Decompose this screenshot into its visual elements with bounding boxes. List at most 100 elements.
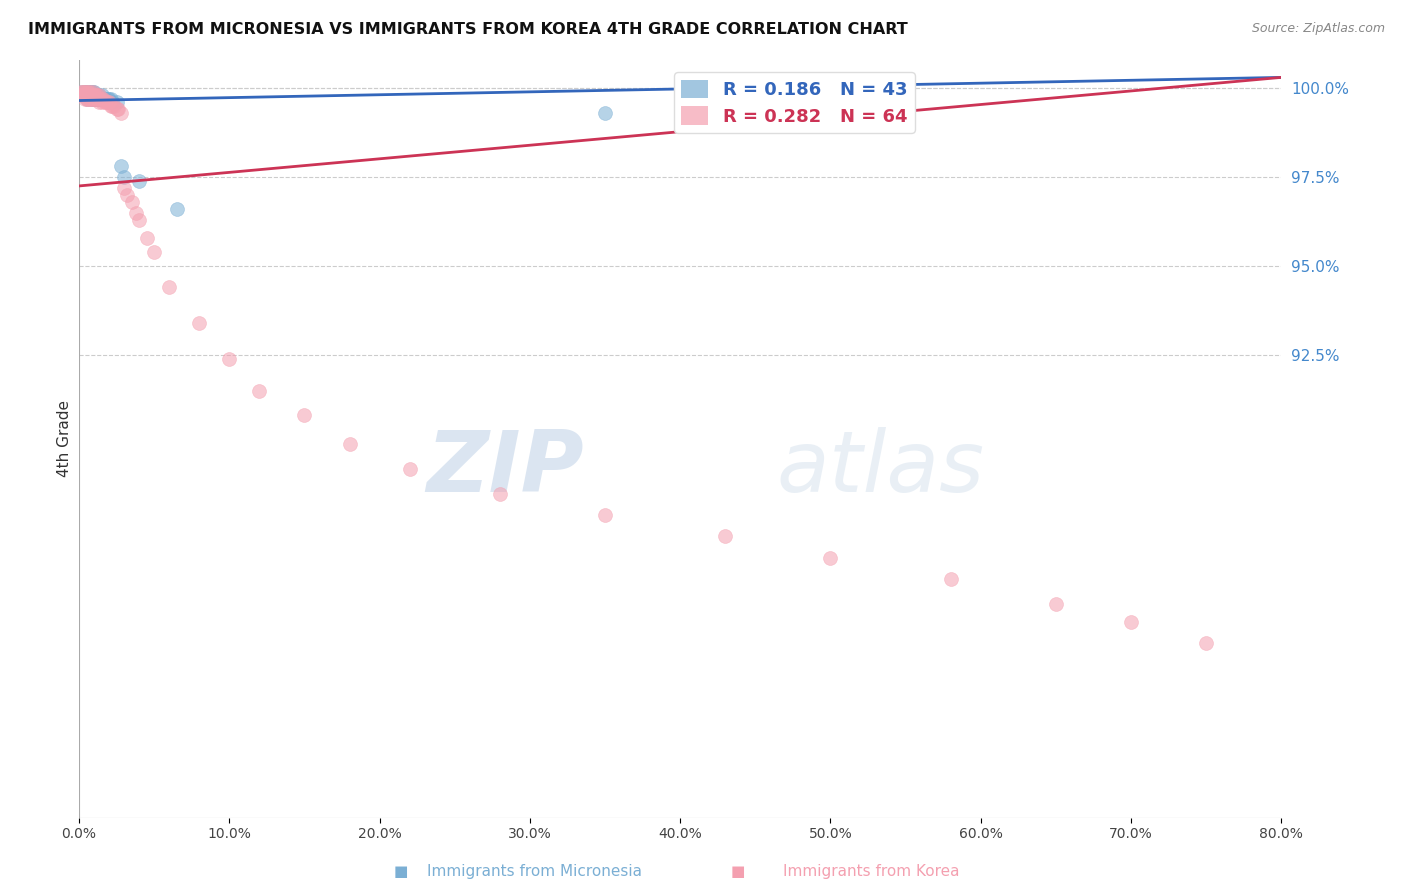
Point: [105, 95, 128, 110]
Point: [89, 92, 111, 106]
Point: [82, 85, 104, 99]
Point: [79, 88, 101, 103]
Point: [97, 92, 120, 106]
Text: IMMIGRANTS FROM MICRONESIA VS IMMIGRANTS FROM KOREA 4TH GRADE CORRELATION CHART: IMMIGRANTS FROM MICRONESIA VS IMMIGRANTS…: [28, 22, 908, 37]
Point: [77, 88, 100, 103]
Point: [143, 244, 166, 259]
Point: [70, 85, 93, 99]
Point: [101, 99, 124, 113]
Text: Immigrants from Korea: Immigrants from Korea: [783, 864, 960, 879]
Point: [72, 85, 94, 99]
Point: [488, 487, 510, 501]
Point: [80, 92, 103, 106]
Point: [103, 99, 125, 113]
Point: [97, 95, 120, 110]
Point: [939, 572, 962, 586]
Point: [76, 88, 98, 103]
Point: [76, 88, 98, 103]
Point: [86, 88, 108, 103]
Point: [82, 88, 104, 103]
Point: [339, 437, 361, 451]
Point: [1119, 615, 1142, 629]
Point: [96, 92, 118, 106]
Point: [87, 88, 110, 103]
Point: [80, 85, 103, 99]
Point: [820, 550, 842, 565]
Point: [83, 92, 105, 106]
Point: [82, 92, 104, 106]
Point: [90, 92, 112, 106]
Point: [75, 92, 97, 106]
Point: [75, 85, 97, 99]
Point: [294, 409, 316, 423]
Text: ■: ■: [394, 864, 408, 879]
Point: [83, 88, 105, 103]
Point: [96, 95, 118, 110]
Y-axis label: 4th Grade: 4th Grade: [58, 401, 72, 477]
Text: atlas: atlas: [776, 427, 984, 510]
Point: [72, 85, 94, 99]
Point: [86, 92, 108, 106]
Point: [75, 85, 97, 99]
Point: [90, 92, 112, 106]
Point: [77, 92, 100, 106]
Point: [90, 95, 112, 110]
Text: ■: ■: [731, 864, 745, 879]
Point: [89, 92, 111, 106]
Legend: R = 0.186   N = 43, R = 0.282   N = 64: R = 0.186 N = 43, R = 0.282 N = 64: [673, 72, 914, 133]
Point: [166, 202, 188, 216]
Point: [86, 88, 108, 103]
Point: [125, 205, 148, 219]
Point: [76, 92, 98, 106]
Point: [100, 92, 122, 106]
Point: [70, 88, 93, 103]
Point: [76, 85, 98, 99]
Point: [83, 88, 105, 103]
Point: [79, 85, 101, 99]
Point: [135, 230, 157, 244]
Point: [91, 92, 114, 106]
Point: [593, 106, 616, 120]
Point: [69, 88, 91, 103]
Text: ZIP: ZIP: [426, 427, 583, 510]
Point: [249, 384, 271, 398]
Point: [90, 88, 112, 103]
Point: [84, 92, 107, 106]
Point: [87, 92, 110, 106]
Point: [86, 92, 108, 106]
Text: Source: ZipAtlas.com: Source: ZipAtlas.com: [1251, 22, 1385, 36]
Point: [75, 88, 97, 103]
Point: [101, 95, 124, 110]
Point: [110, 160, 132, 174]
Point: [1195, 636, 1218, 650]
Point: [82, 85, 104, 99]
Point: [87, 88, 110, 103]
Point: [87, 95, 110, 110]
Point: [69, 85, 91, 99]
Point: [93, 92, 115, 106]
Point: [76, 92, 98, 106]
Point: [398, 462, 420, 476]
Point: [82, 92, 104, 106]
Point: [84, 92, 107, 106]
Point: [157, 280, 180, 294]
Point: [91, 92, 114, 106]
Point: [79, 92, 101, 106]
Point: [714, 529, 737, 543]
Point: [1045, 597, 1067, 611]
Point: [77, 85, 100, 99]
Text: Immigrants from Micronesia: Immigrants from Micronesia: [427, 864, 641, 879]
Point: [98, 92, 121, 106]
Point: [76, 85, 98, 99]
Point: [83, 85, 105, 99]
Point: [218, 351, 240, 366]
Point: [72, 88, 94, 103]
Point: [112, 169, 135, 184]
Point: [128, 212, 150, 227]
Point: [100, 99, 122, 113]
Point: [77, 85, 100, 99]
Point: [105, 103, 128, 117]
Point: [79, 85, 101, 99]
Point: [93, 95, 115, 110]
Point: [83, 92, 105, 106]
